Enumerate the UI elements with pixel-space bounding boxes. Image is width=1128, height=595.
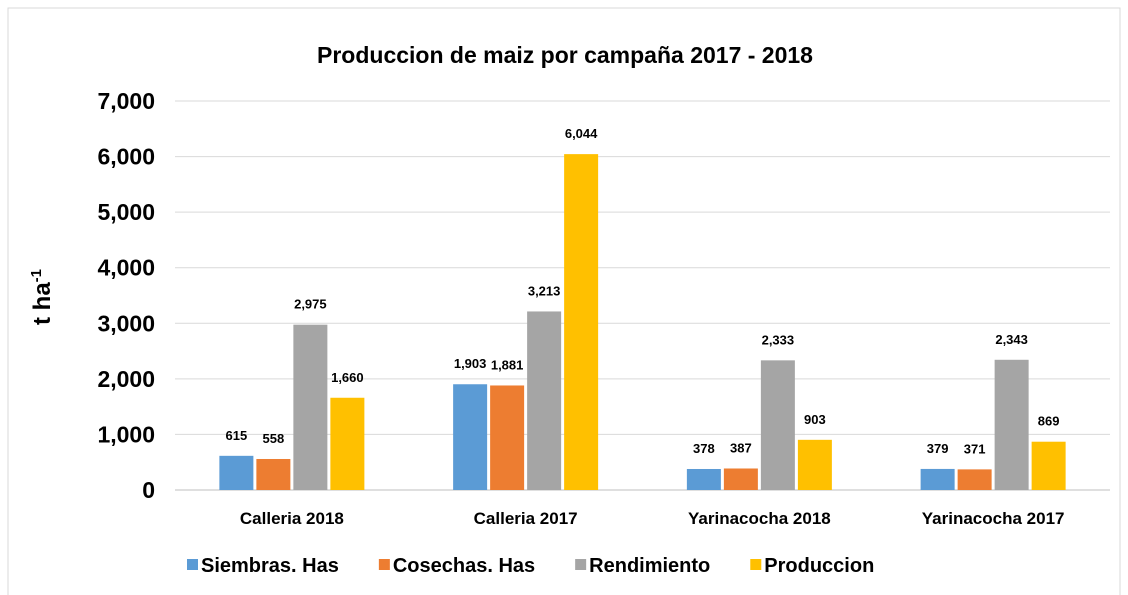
y-tick-label: 0: [142, 477, 155, 503]
x-tick-label: Calleria 2017: [474, 509, 578, 528]
y-label-sup: -1: [28, 269, 45, 282]
value-label: 1,903: [454, 356, 487, 371]
value-label: 3,213: [528, 283, 561, 298]
value-label: 903: [804, 412, 826, 427]
bar: [330, 397, 365, 490]
y-tick-label: 5,000: [97, 199, 155, 225]
x-tick-label: Calleria 2018: [240, 509, 344, 528]
y-tick-label: 3,000: [97, 310, 155, 336]
legend-swatch: [575, 559, 587, 570]
legend-label: Siembras. Has: [201, 555, 339, 577]
bar: [219, 455, 254, 490]
x-tick-label: Yarinacocha 2017: [922, 509, 1065, 528]
y-tick-label: 6,000: [97, 144, 155, 170]
legend-swatch: [187, 559, 198, 570]
bar: [686, 468, 721, 490]
value-label: 2,333: [762, 332, 795, 347]
legend-label: Rendimiento: [589, 555, 710, 577]
bar: [293, 324, 328, 490]
bar: [527, 311, 562, 490]
y-label-base: t ha: [29, 282, 56, 325]
bar: [1031, 441, 1066, 490]
bar: [723, 468, 758, 490]
legend-swatch: [378, 559, 390, 570]
bar: [256, 458, 291, 490]
value-label: 2,975: [294, 297, 327, 312]
legend-label: Produccion: [764, 555, 874, 577]
chart-title: Produccion de maiz por campaña 2017 - 20…: [317, 42, 813, 68]
value-label: 1,881: [491, 357, 524, 372]
value-label: 869: [1038, 414, 1060, 429]
bar: [564, 154, 599, 490]
value-label: 1,660: [331, 370, 364, 385]
value-label: 379: [927, 441, 949, 456]
value-label: 387: [730, 440, 752, 455]
x-tick-label: Yarinacocha 2018: [688, 509, 831, 528]
bar: [453, 384, 488, 490]
y-axis-label: t ha-1: [28, 269, 56, 325]
bar: [994, 359, 1029, 490]
bar: [957, 469, 992, 490]
y-tick-label: 7,000: [97, 88, 155, 114]
y-tick-label: 1,000: [97, 421, 155, 447]
value-label: 615: [226, 428, 248, 443]
bar: [920, 468, 955, 490]
value-label: 371: [964, 441, 986, 456]
value-label: 378: [693, 441, 715, 456]
bar: [760, 360, 795, 490]
bar: [490, 385, 525, 490]
legend-swatch: [750, 559, 762, 570]
value-label: 558: [263, 431, 285, 446]
legend-label: Cosechas. Has: [393, 555, 535, 577]
bar: [797, 439, 832, 490]
y-tick-label: 4,000: [97, 255, 155, 281]
y-tick-label: 2,000: [97, 366, 155, 392]
value-label: 2,343: [995, 332, 1028, 347]
value-label: 6,044: [565, 126, 598, 141]
chart-border: [7, 7, 1121, 595]
